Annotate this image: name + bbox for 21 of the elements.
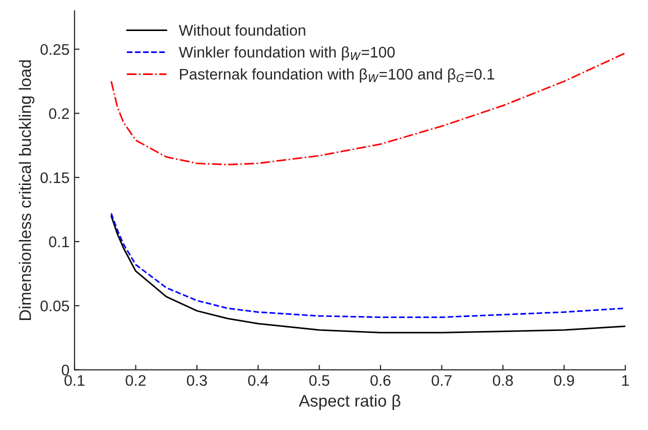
- y-axis-title: Dimensionless critical buckling load: [18, 60, 34, 320]
- x-tick-label: 0.1: [64, 375, 84, 386]
- x-tick-label: 0.3: [186, 375, 207, 386]
- x-tick-label: 0.9: [554, 375, 574, 386]
- x-tick-label: 0.4: [248, 375, 268, 386]
- y-tick-label: 0.2: [49, 108, 69, 120]
- legend-label: Pasternak foundation with β$_{W}$=100 and β$_{G}$=0.1: [180, 68, 494, 83]
- x-tick-label: 0.5: [309, 375, 330, 386]
- x-tick-label: 0.7: [432, 375, 452, 386]
- x-tick-label: 0.6: [370, 375, 390, 386]
- x-tick-label: 0.2: [126, 375, 146, 386]
- y-tick-label: 0.1: [49, 236, 69, 248]
- x-tick-label: 1: [622, 375, 629, 386]
- y-tick-label: 0.15: [40, 172, 70, 184]
- y-tick-label: 0: [62, 364, 70, 376]
- x-tick-label: 0.8: [492, 375, 513, 386]
- legend-label: Winkler foundation with β$_{W}$=100: [178, 46, 395, 61]
- y-tick-label: 0.25: [40, 44, 70, 55]
- x-axis-title: Aspect ratio β: [298, 394, 400, 410]
- legend-label: Without foundation: [178, 24, 306, 36]
- y-tick-label: 0.05: [40, 300, 70, 312]
